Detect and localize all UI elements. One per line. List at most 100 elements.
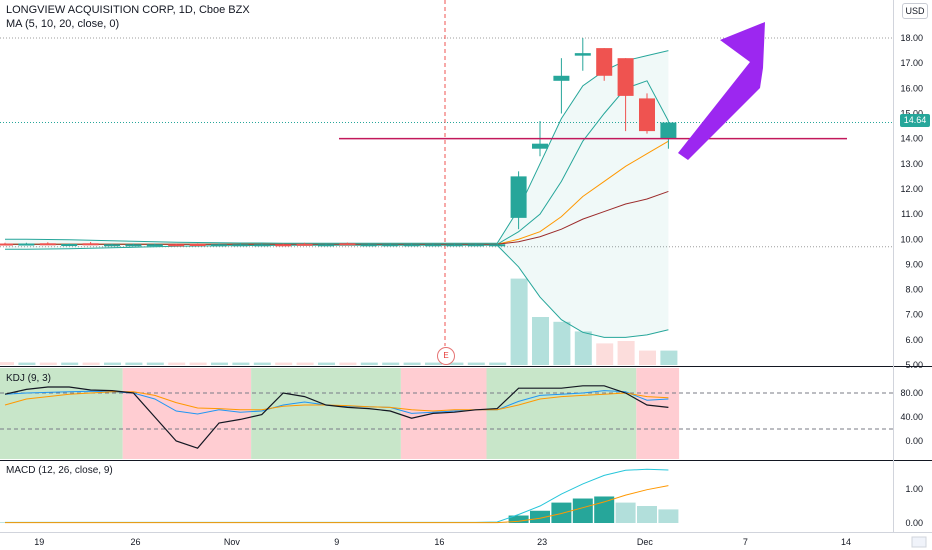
kdj-region bbox=[251, 368, 401, 459]
candle-body bbox=[253, 244, 270, 247]
price-tick-label: 5.00 bbox=[905, 360, 923, 370]
candle-body bbox=[146, 244, 163, 247]
price-tick-label: 14.00 bbox=[900, 134, 923, 144]
volume-bar bbox=[275, 362, 293, 365]
price-tick-label: 11.00 bbox=[901, 209, 923, 219]
price-tick-label: 16.00 bbox=[900, 83, 923, 93]
candle-body bbox=[639, 98, 655, 132]
candle-body bbox=[382, 244, 399, 247]
last-price-tag: 14.64 bbox=[900, 114, 930, 127]
kdj-region bbox=[636, 368, 680, 459]
candle-body bbox=[296, 243, 313, 246]
price-tick-label: 15.00 bbox=[900, 109, 923, 119]
candle-body bbox=[425, 244, 441, 247]
volume-bar bbox=[382, 362, 400, 365]
volume-bar bbox=[425, 362, 442, 365]
candle-body bbox=[168, 244, 185, 247]
candle-body bbox=[574, 53, 591, 56]
price-tick-label: 18.00 bbox=[900, 33, 923, 43]
macd-histogram-bar bbox=[637, 506, 657, 523]
volume-bar bbox=[532, 317, 549, 365]
candle-body bbox=[403, 244, 420, 247]
candle-body bbox=[61, 244, 78, 247]
ma-line-4 bbox=[5, 244, 669, 338]
macd-tick-label: 0.00 bbox=[905, 518, 923, 528]
candle-body bbox=[318, 244, 334, 247]
volume-bar bbox=[104, 362, 121, 365]
currency-badge[interactable]: USD bbox=[902, 3, 928, 19]
volume-bar bbox=[211, 362, 228, 365]
time-tick-label: 26 bbox=[131, 537, 141, 547]
time-tick-label: 23 bbox=[537, 537, 547, 547]
price-tick-label: 13.00 bbox=[900, 159, 923, 169]
candle-body bbox=[104, 244, 120, 247]
price-tick-label: 17.00 bbox=[900, 58, 923, 68]
volume-bar bbox=[253, 362, 271, 365]
earnings-event-icon[interactable]: E bbox=[437, 347, 455, 365]
volume-bar bbox=[510, 278, 528, 365]
volume-bar bbox=[296, 362, 314, 365]
volume-bar bbox=[318, 362, 335, 365]
macd-histogram-bar bbox=[530, 510, 550, 523]
volume-bar bbox=[446, 362, 464, 365]
volume-bar bbox=[125, 362, 143, 365]
kdj-line-J bbox=[4, 385, 669, 449]
candle-body bbox=[467, 244, 484, 247]
volume-bar bbox=[617, 341, 635, 365]
macd-tick-label: 1.00 bbox=[905, 484, 923, 494]
candle-body bbox=[189, 244, 206, 247]
candle-body bbox=[211, 244, 227, 247]
drawn-arrow-icon bbox=[678, 22, 765, 160]
time-tick-label: 19 bbox=[34, 537, 44, 547]
candle-body bbox=[489, 244, 506, 247]
price-tick-label: 6.00 bbox=[905, 335, 923, 345]
kdj-legend: KDJ (9, 3) bbox=[6, 373, 52, 384]
kdj-region bbox=[122, 368, 252, 459]
kdj-region bbox=[0, 368, 123, 459]
ma-line-3 bbox=[5, 50, 669, 244]
candle-body bbox=[275, 244, 292, 247]
volume-bar bbox=[61, 362, 79, 365]
volume-bar bbox=[0, 362, 14, 365]
volume-bar bbox=[168, 362, 186, 365]
time-tick-label: Dec bbox=[637, 537, 654, 547]
volume-bar bbox=[360, 362, 378, 365]
time-tick-label: 14 bbox=[841, 537, 851, 547]
candle-body bbox=[339, 243, 356, 246]
volume-bar bbox=[639, 350, 656, 365]
volume-bar bbox=[574, 331, 592, 365]
bollinger-fill bbox=[5, 50, 669, 338]
volume-bar bbox=[82, 362, 100, 365]
settings-icon bbox=[911, 536, 927, 548]
kdj-region bbox=[486, 368, 637, 459]
volume-bar bbox=[39, 362, 57, 365]
candle-body bbox=[617, 58, 634, 96]
candle-body bbox=[18, 243, 35, 246]
candle-body bbox=[360, 244, 377, 247]
price-tick-label: 9.00 bbox=[905, 259, 923, 269]
kdj-tick-label: 40.00 bbox=[900, 412, 923, 422]
price-tick-label: 8.00 bbox=[905, 285, 923, 295]
price-tick-label: 7.00 bbox=[905, 310, 923, 320]
candle-body bbox=[446, 244, 463, 247]
price-tick-label: 12.00 bbox=[900, 184, 923, 194]
candle-body bbox=[232, 244, 249, 247]
time-tick-label: 7 bbox=[743, 537, 748, 547]
volume-bar bbox=[553, 321, 571, 365]
volume-bar bbox=[232, 362, 250, 365]
volume-bar bbox=[339, 362, 357, 365]
time-tick-label: 9 bbox=[334, 537, 339, 547]
volume-bar bbox=[489, 362, 507, 365]
time-tick-label: 16 bbox=[434, 537, 444, 547]
volume-bar bbox=[660, 350, 678, 365]
macd-histogram-bar bbox=[594, 496, 615, 523]
kdj-tick-label: 0.00 bbox=[905, 436, 923, 446]
candle-body bbox=[125, 244, 142, 247]
kdj-line-D bbox=[4, 391, 669, 412]
time-tick-label: Nov bbox=[224, 537, 241, 547]
candle-body bbox=[0, 243, 13, 246]
macd-histogram-bar bbox=[658, 509, 679, 523]
